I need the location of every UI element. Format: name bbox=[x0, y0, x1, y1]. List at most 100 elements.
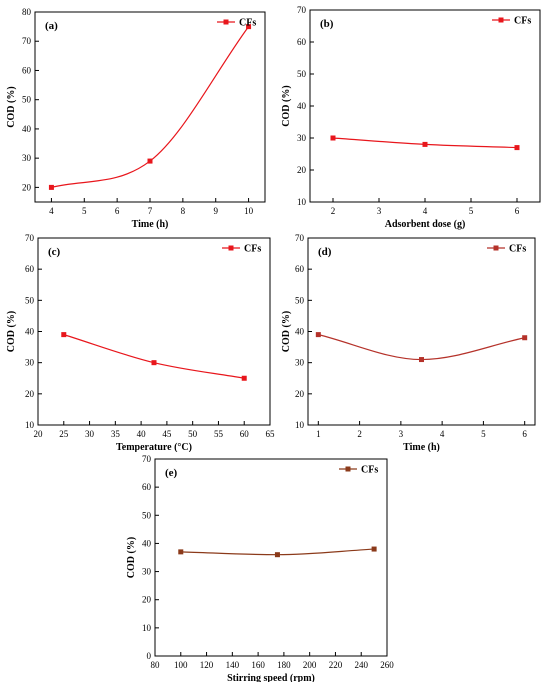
y-tick-label-a: 20 bbox=[22, 182, 32, 192]
x-tick-label-e: 200 bbox=[303, 660, 317, 670]
plot-frame-d bbox=[307, 237, 536, 426]
y-tick-label-a: 80 bbox=[22, 7, 32, 17]
legend-marker-a bbox=[223, 19, 229, 25]
data-point-c bbox=[241, 375, 247, 381]
chart-panel-b: 2 3 4 5 6 10 20 30 40 50 60 70 Adsorbent dose (g) COD… bbox=[275, 0, 550, 239]
data-point-e bbox=[274, 552, 280, 558]
x-tick-label-c: 25 bbox=[59, 429, 69, 439]
y-tick-label-d: 30 bbox=[295, 358, 305, 368]
x-axis-title-c: Temperature (°C) bbox=[116, 442, 192, 452]
x-tick-label-a: 4 bbox=[49, 206, 54, 216]
y-tick-label-c: 60 bbox=[25, 264, 35, 274]
x-tick-label-c: 30 bbox=[85, 429, 95, 439]
y-tick-label-d: 50 bbox=[295, 295, 305, 305]
chart-a: 4 5 6 7 8 9 10 20 30 40 50 60 70 80 Time (h) COD (%) (a)… bbox=[6, 7, 266, 230]
y-tick-label-b: 40 bbox=[297, 101, 307, 111]
x-tick-label-b: 4 bbox=[423, 206, 428, 216]
chart-b: 2 3 4 5 6 10 20 30 40 50 60 70 Adsorbent dose (g) COD… bbox=[281, 5, 541, 230]
x-tick-label-a: 9 bbox=[213, 206, 218, 216]
y-tick-label-c: 40 bbox=[25, 327, 35, 337]
y-tick-label-b: 10 bbox=[297, 197, 307, 207]
x-tick-label-a: 8 bbox=[181, 206, 186, 216]
plot-frame-b bbox=[309, 9, 541, 203]
data-point-e bbox=[178, 549, 184, 555]
series-line-c bbox=[63, 334, 245, 379]
legend-marker-c bbox=[228, 245, 234, 251]
y-tick-label-c: 50 bbox=[25, 295, 35, 305]
y-tick-label-d: 40 bbox=[295, 327, 305, 337]
y-tick-label-b: 30 bbox=[297, 133, 307, 143]
y-tick-label-a: 70 bbox=[22, 36, 32, 46]
data-point-a bbox=[147, 158, 153, 164]
x-tick-label-c: 65 bbox=[266, 429, 276, 439]
y-tick-label-e: 70 bbox=[142, 454, 152, 464]
y-tick-label-e: 50 bbox=[142, 510, 152, 520]
y-axis-title-b: COD (%) bbox=[281, 85, 292, 126]
series-line-a bbox=[51, 26, 250, 188]
y-tick-label-d: 20 bbox=[295, 389, 305, 399]
legend-label-d: CFs bbox=[509, 244, 526, 255]
legend-marker-e bbox=[345, 466, 351, 472]
x-tick-label-a: 10 bbox=[244, 206, 254, 216]
chart-panel-e: 80 100 120 140 160 180 200 220 240 260 0 10 20 30 40 50… bbox=[120, 452, 395, 687]
legend-label-b: CFs bbox=[514, 16, 531, 27]
y-tick-label-c: 10 bbox=[25, 420, 35, 430]
x-tick-label-e: 100 bbox=[174, 660, 188, 670]
y-tick-label-b: 50 bbox=[297, 69, 307, 79]
x-tick-label-d: 4 bbox=[440, 429, 445, 439]
panel-label-e: (e) bbox=[165, 467, 178, 479]
x-tick-label-e: 240 bbox=[354, 660, 368, 670]
data-point-d bbox=[522, 335, 528, 341]
x-tick-label-b: 3 bbox=[377, 206, 382, 216]
y-tick-label-b: 20 bbox=[297, 165, 307, 175]
x-axis-title-d: Time (h) bbox=[403, 442, 440, 452]
y-tick-label-e: 40 bbox=[142, 538, 152, 548]
legend-label-e: CFs bbox=[361, 465, 378, 476]
chart-panel-d: 1 2 3 4 5 6 10 20 30 40 50 60 70 Time (h) COD (%) (d) CF… bbox=[275, 226, 550, 457]
x-tick-label-c: 20 bbox=[34, 429, 44, 439]
y-axis-title-d: COD (%) bbox=[281, 311, 292, 352]
data-point-c bbox=[61, 332, 67, 338]
plot-frame-c bbox=[37, 237, 271, 426]
x-axis-title-b: Adsorbent dose (g) bbox=[385, 219, 466, 230]
x-tick-label-b: 2 bbox=[331, 206, 336, 216]
y-tick-label-d: 70 bbox=[295, 233, 305, 243]
y-tick-label-b: 70 bbox=[297, 5, 307, 15]
x-tick-label-b: 5 bbox=[469, 206, 474, 216]
data-point-b bbox=[514, 145, 520, 151]
x-tick-label-d: 6 bbox=[522, 429, 527, 439]
x-tick-label-c: 35 bbox=[111, 429, 121, 439]
x-tick-label-c: 45 bbox=[162, 429, 172, 439]
x-tick-label-c: 55 bbox=[214, 429, 224, 439]
y-tick-label-a: 50 bbox=[22, 95, 32, 105]
legend-marker-d bbox=[493, 245, 499, 251]
data-point-a bbox=[48, 184, 54, 190]
y-tick-label-a: 40 bbox=[22, 124, 32, 134]
data-point-d bbox=[419, 357, 424, 363]
x-tick-label-e: 220 bbox=[329, 660, 343, 670]
x-axis-title-e: Stirring speed (rpm) bbox=[227, 673, 315, 682]
data-point-b bbox=[422, 141, 428, 147]
y-axis-title-e: COD (%) bbox=[126, 537, 137, 578]
x-tick-label-c: 60 bbox=[240, 429, 250, 439]
x-tick-label-c: 50 bbox=[188, 429, 198, 439]
y-tick-label-c: 30 bbox=[25, 358, 35, 368]
x-tick-label-e: 180 bbox=[277, 660, 291, 670]
chart-d: 1 2 3 4 5 6 10 20 30 40 50 60 70 Time (h) COD (%) (d) CF… bbox=[281, 233, 536, 453]
y-tick-label-d: 10 bbox=[295, 420, 305, 430]
panel-label-d: (d) bbox=[318, 246, 332, 258]
x-tick-label-e: 120 bbox=[200, 660, 214, 670]
y-tick-label-e: 10 bbox=[142, 623, 152, 633]
y-tick-label-e: 30 bbox=[142, 567, 152, 577]
x-axis-title-a: Time (h) bbox=[132, 219, 169, 230]
chart-c: 20 25 30 35 40 45 50 55 60 6510203040506070Temper… bbox=[6, 233, 276, 453]
y-tick-label-d: 60 bbox=[295, 264, 305, 274]
panel-label-b: (b) bbox=[320, 18, 334, 30]
data-point-e bbox=[371, 546, 377, 552]
x-tick-label-a: 6 bbox=[115, 206, 120, 216]
x-tick-label-d: 2 bbox=[357, 429, 362, 439]
x-tick-label-e: 260 bbox=[380, 660, 394, 670]
x-tick-label-a: 7 bbox=[148, 206, 153, 216]
plot-frame-a bbox=[34, 11, 266, 203]
y-tick-label-e: 20 bbox=[142, 595, 152, 605]
